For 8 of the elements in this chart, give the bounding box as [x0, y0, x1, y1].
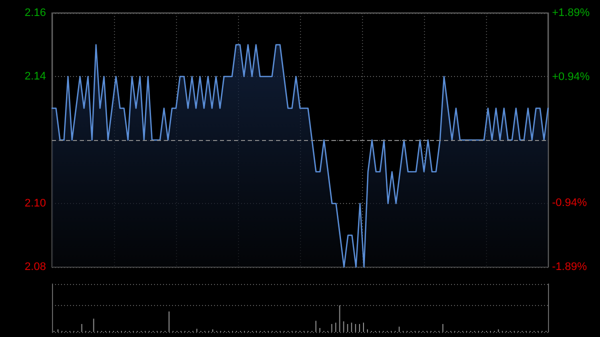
y-tick-label: 2.16 — [24, 7, 46, 19]
y-tick-label: 2.10 — [24, 198, 46, 210]
y2-tick-label: -0.94% — [552, 197, 588, 210]
y2-tick-label: -1.89% — [552, 261, 588, 273]
y-tick-label: 2.14 — [24, 70, 46, 82]
y-tick-label: 2.08 — [24, 261, 46, 273]
y2-tick-label: +0.94% — [552, 70, 590, 83]
y2-tick-label: +1.89% — [552, 7, 590, 19]
